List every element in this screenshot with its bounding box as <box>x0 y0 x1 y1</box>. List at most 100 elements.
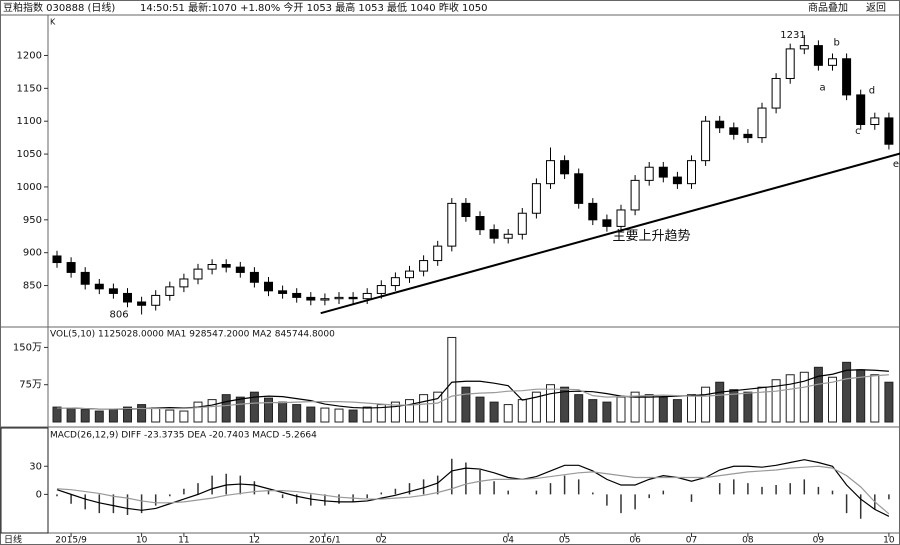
annotation: b <box>834 37 840 48</box>
volume-bar <box>320 407 330 423</box>
candle-body <box>165 286 175 296</box>
annotation: 1231 <box>780 30 805 41</box>
y-tick-label: 1100 <box>17 116 42 127</box>
x-tick-label: 06 <box>629 536 641 545</box>
toolbar-button[interactable]: 商品叠加 <box>808 1 848 14</box>
x-tick-label: 07 <box>686 536 697 545</box>
volume-bar <box>546 384 555 423</box>
candle-body <box>376 285 386 294</box>
candle-body <box>419 260 429 272</box>
candle-body <box>108 288 118 294</box>
quote-line: 14:50:51 最新:1070 +1.80% 今开 1053 最高 1053 … <box>140 1 487 14</box>
volume-bar <box>658 396 668 423</box>
y-tick-label: 150万 <box>13 342 42 353</box>
candle-body <box>771 77 781 109</box>
volume-title: VOL(5,10) 1125028.0000 MA1 928547.2000 M… <box>50 330 335 340</box>
candle-body <box>574 173 584 204</box>
candle-body <box>870 117 880 125</box>
x-tick-label: 02 <box>376 536 387 545</box>
y-tick-label: 1150 <box>17 83 42 94</box>
candle-body <box>52 255 62 264</box>
volume-bar <box>475 396 485 423</box>
candle-body <box>447 202 457 247</box>
candle-body <box>884 117 894 145</box>
volume-bar <box>503 404 513 423</box>
candle-body <box>405 270 414 279</box>
volume-bar <box>334 408 344 423</box>
axis-unit: K <box>50 18 56 27</box>
volume-bar <box>743 391 753 423</box>
trend-line <box>320 152 900 315</box>
y-tick-label: 950 <box>23 215 42 226</box>
candle-body <box>729 127 739 135</box>
volume-bar <box>616 396 626 423</box>
volume-bar <box>644 394 654 423</box>
volume-bar <box>151 407 161 423</box>
y-tick-label: 0 <box>36 489 42 500</box>
period-label: 日线 <box>4 534 22 545</box>
x-tick-label: 10 <box>136 536 148 545</box>
candle-body <box>80 271 90 285</box>
volume-bar <box>630 391 640 423</box>
candle-body <box>348 296 358 300</box>
candle-body <box>616 209 626 227</box>
candle-body <box>602 219 612 227</box>
volume-bar <box>517 399 527 423</box>
annotation: e <box>893 159 899 170</box>
volume-bar <box>179 410 189 423</box>
x-tick-label: 2016/1 <box>309 536 341 545</box>
series-line <box>56 465 890 515</box>
candle-body <box>179 278 189 288</box>
volume-bar <box>66 407 76 423</box>
candle-body <box>278 290 288 294</box>
volume-bar <box>433 391 443 423</box>
candle-body <box>137 301 147 306</box>
volume-bar <box>362 406 372 423</box>
volume-bar <box>785 374 795 423</box>
x-tick-label: 09 <box>813 536 825 545</box>
volume-bar <box>80 409 90 423</box>
volume-bar <box>842 361 852 423</box>
candle-body <box>856 94 866 125</box>
volume-bar <box>489 401 499 423</box>
volume-bar <box>249 391 259 423</box>
volume-bar <box>574 394 584 423</box>
candle-body <box>221 264 231 268</box>
candle-body <box>461 202 471 218</box>
y-tick-label: 1050 <box>17 149 42 160</box>
volume-bar <box>799 371 809 423</box>
volume-bar <box>419 394 429 423</box>
x-tick-label: 12 <box>249 536 260 545</box>
candle-body <box>672 176 682 185</box>
candle-body <box>264 281 273 292</box>
volume-bar <box>461 386 471 423</box>
series-line <box>57 374 889 410</box>
candle-body <box>433 245 443 262</box>
candle-body <box>151 294 161 306</box>
candle-body <box>828 58 837 66</box>
volume-bar <box>813 366 823 423</box>
candle-body <box>687 160 696 185</box>
y-tick-label: 900 <box>23 248 42 259</box>
x-tick-label: 10 <box>883 536 895 545</box>
toolbar-button[interactable]: 返回 <box>866 2 886 14</box>
instrument-title: 豆粕指数 030888 (日线) <box>3 1 115 14</box>
volume-bar <box>771 379 781 423</box>
volume-bar <box>221 394 231 423</box>
candle-body <box>235 266 245 273</box>
y-tick-label: 30 <box>29 461 42 472</box>
volume-bar <box>94 410 104 423</box>
x-tick-label: 08 <box>742 536 754 545</box>
volume-bar <box>447 336 457 423</box>
candle-body <box>475 216 485 231</box>
candle-body <box>362 292 372 300</box>
candle-body <box>94 283 104 290</box>
series-line <box>56 459 890 517</box>
candle-body <box>785 48 795 79</box>
x-tick-label: 05 <box>559 536 570 545</box>
candle-body <box>658 166 668 178</box>
volume-bar <box>531 391 541 423</box>
candle-body <box>390 277 400 287</box>
